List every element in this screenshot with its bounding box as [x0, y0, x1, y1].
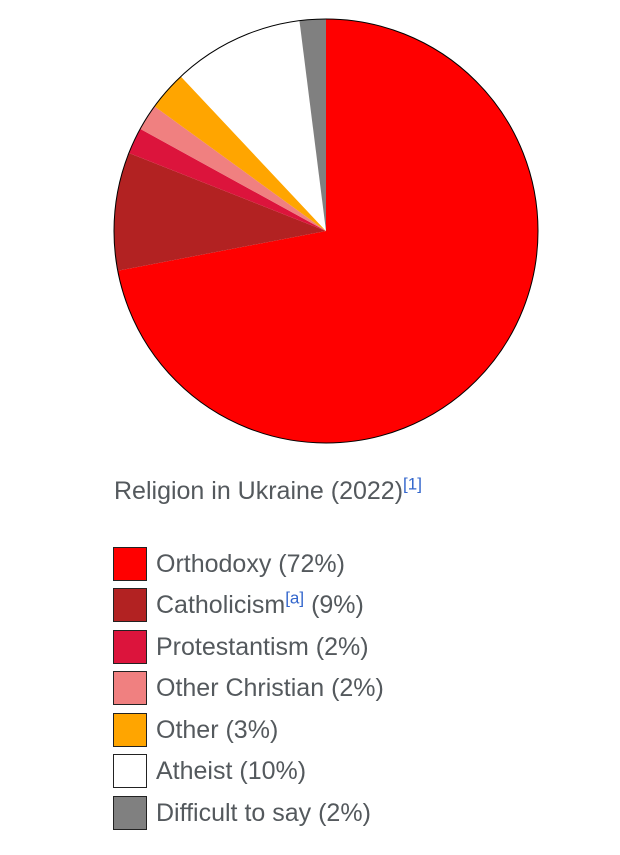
legend-swatch: [113, 546, 147, 581]
legend-text: Catholicism[a] (9%): [156, 588, 364, 622]
legend-text: Other Christian (2%): [156, 671, 384, 705]
legend-swatch: [113, 588, 147, 623]
legend-percent: (9%): [311, 591, 364, 620]
legend-swatch: [113, 795, 147, 830]
legend-text: Protestantism (2%): [156, 630, 369, 664]
pie-slice-other-christian: [140, 106, 326, 231]
legend-item-difficult-to-say: Difficult to say (2%): [113, 792, 384, 834]
legend-swatch: [113, 754, 147, 789]
legend-item-catholicism: Catholicism[a] (9%): [113, 585, 384, 627]
pie-outline: [113, 18, 539, 444]
legend-percent: (3%): [225, 715, 279, 744]
legend-percent: (2%): [331, 674, 384, 703]
legend-item-orthodoxy: Orthodoxy (72%): [113, 543, 384, 585]
legend-text: Orthodoxy (72%): [156, 547, 345, 581]
legend-item-atheist: Atheist (10%): [113, 751, 384, 793]
legend-label: Other: [156, 715, 219, 744]
legend-percent: (2%): [318, 798, 371, 827]
legend-label: Orthodoxy: [156, 549, 272, 578]
title-reference-link[interactable]: [1]: [403, 474, 422, 494]
legend-text: Other (3%): [156, 713, 278, 747]
pie-slice-other: [154, 76, 326, 232]
legend-note-link[interactable]: [a]: [285, 588, 305, 608]
legend-label: Other Christian: [156, 674, 325, 703]
legend-label: Atheist: [156, 757, 233, 786]
pie-slice-protestantism: [128, 128, 326, 231]
pie-slice-catholicism: [114, 152, 326, 271]
legend-item-protestantism: Protestantism (2%): [113, 626, 384, 668]
chart-title: Religion in Ukraine (2022): [114, 477, 404, 505]
chart-caption: Religion in Ukraine (2022)[1]: [114, 474, 422, 508]
pie-slice-difficult-to-say: [299, 19, 326, 231]
legend: Orthodoxy (72%) Catholicism[a] (9%) Protes…: [113, 543, 384, 834]
legend-label: Protestantism: [156, 632, 309, 661]
pie-slice-orthodoxy: [117, 19, 539, 443]
legend-label: Difficult to say: [156, 798, 312, 827]
legend-item-other-christian: Other Christian (2%): [113, 668, 384, 710]
legend-swatch: [113, 629, 147, 664]
legend-swatch: [113, 671, 147, 706]
legend-percent: (10%): [239, 757, 307, 786]
legend-text: Atheist (10%): [156, 754, 306, 788]
legend-label: Catholicism: [156, 591, 286, 620]
pie-chart: [113, 18, 539, 444]
legend-item-other: Other (3%): [113, 709, 384, 751]
legend-text: Difficult to say (2%): [156, 796, 371, 830]
legend-swatch: [113, 712, 147, 747]
legend-percent: (2%): [315, 632, 369, 661]
legend-percent: (72%): [278, 549, 345, 578]
pie-slice-atheist: [180, 20, 326, 232]
